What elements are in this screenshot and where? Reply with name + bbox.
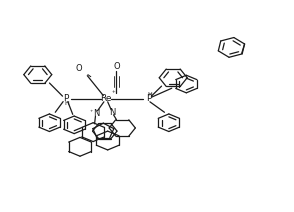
Text: H: H bbox=[65, 101, 69, 106]
Text: H: H bbox=[148, 92, 152, 97]
Text: P: P bbox=[146, 94, 151, 103]
Text: P: P bbox=[63, 94, 68, 103]
Text: ⁺: ⁺ bbox=[112, 91, 115, 97]
Text: Re: Re bbox=[101, 94, 112, 103]
Text: N: N bbox=[93, 109, 99, 118]
Text: O: O bbox=[114, 62, 121, 71]
Text: N: N bbox=[109, 108, 116, 117]
Text: O: O bbox=[76, 64, 82, 73]
Text: ⁺: ⁺ bbox=[89, 110, 92, 115]
